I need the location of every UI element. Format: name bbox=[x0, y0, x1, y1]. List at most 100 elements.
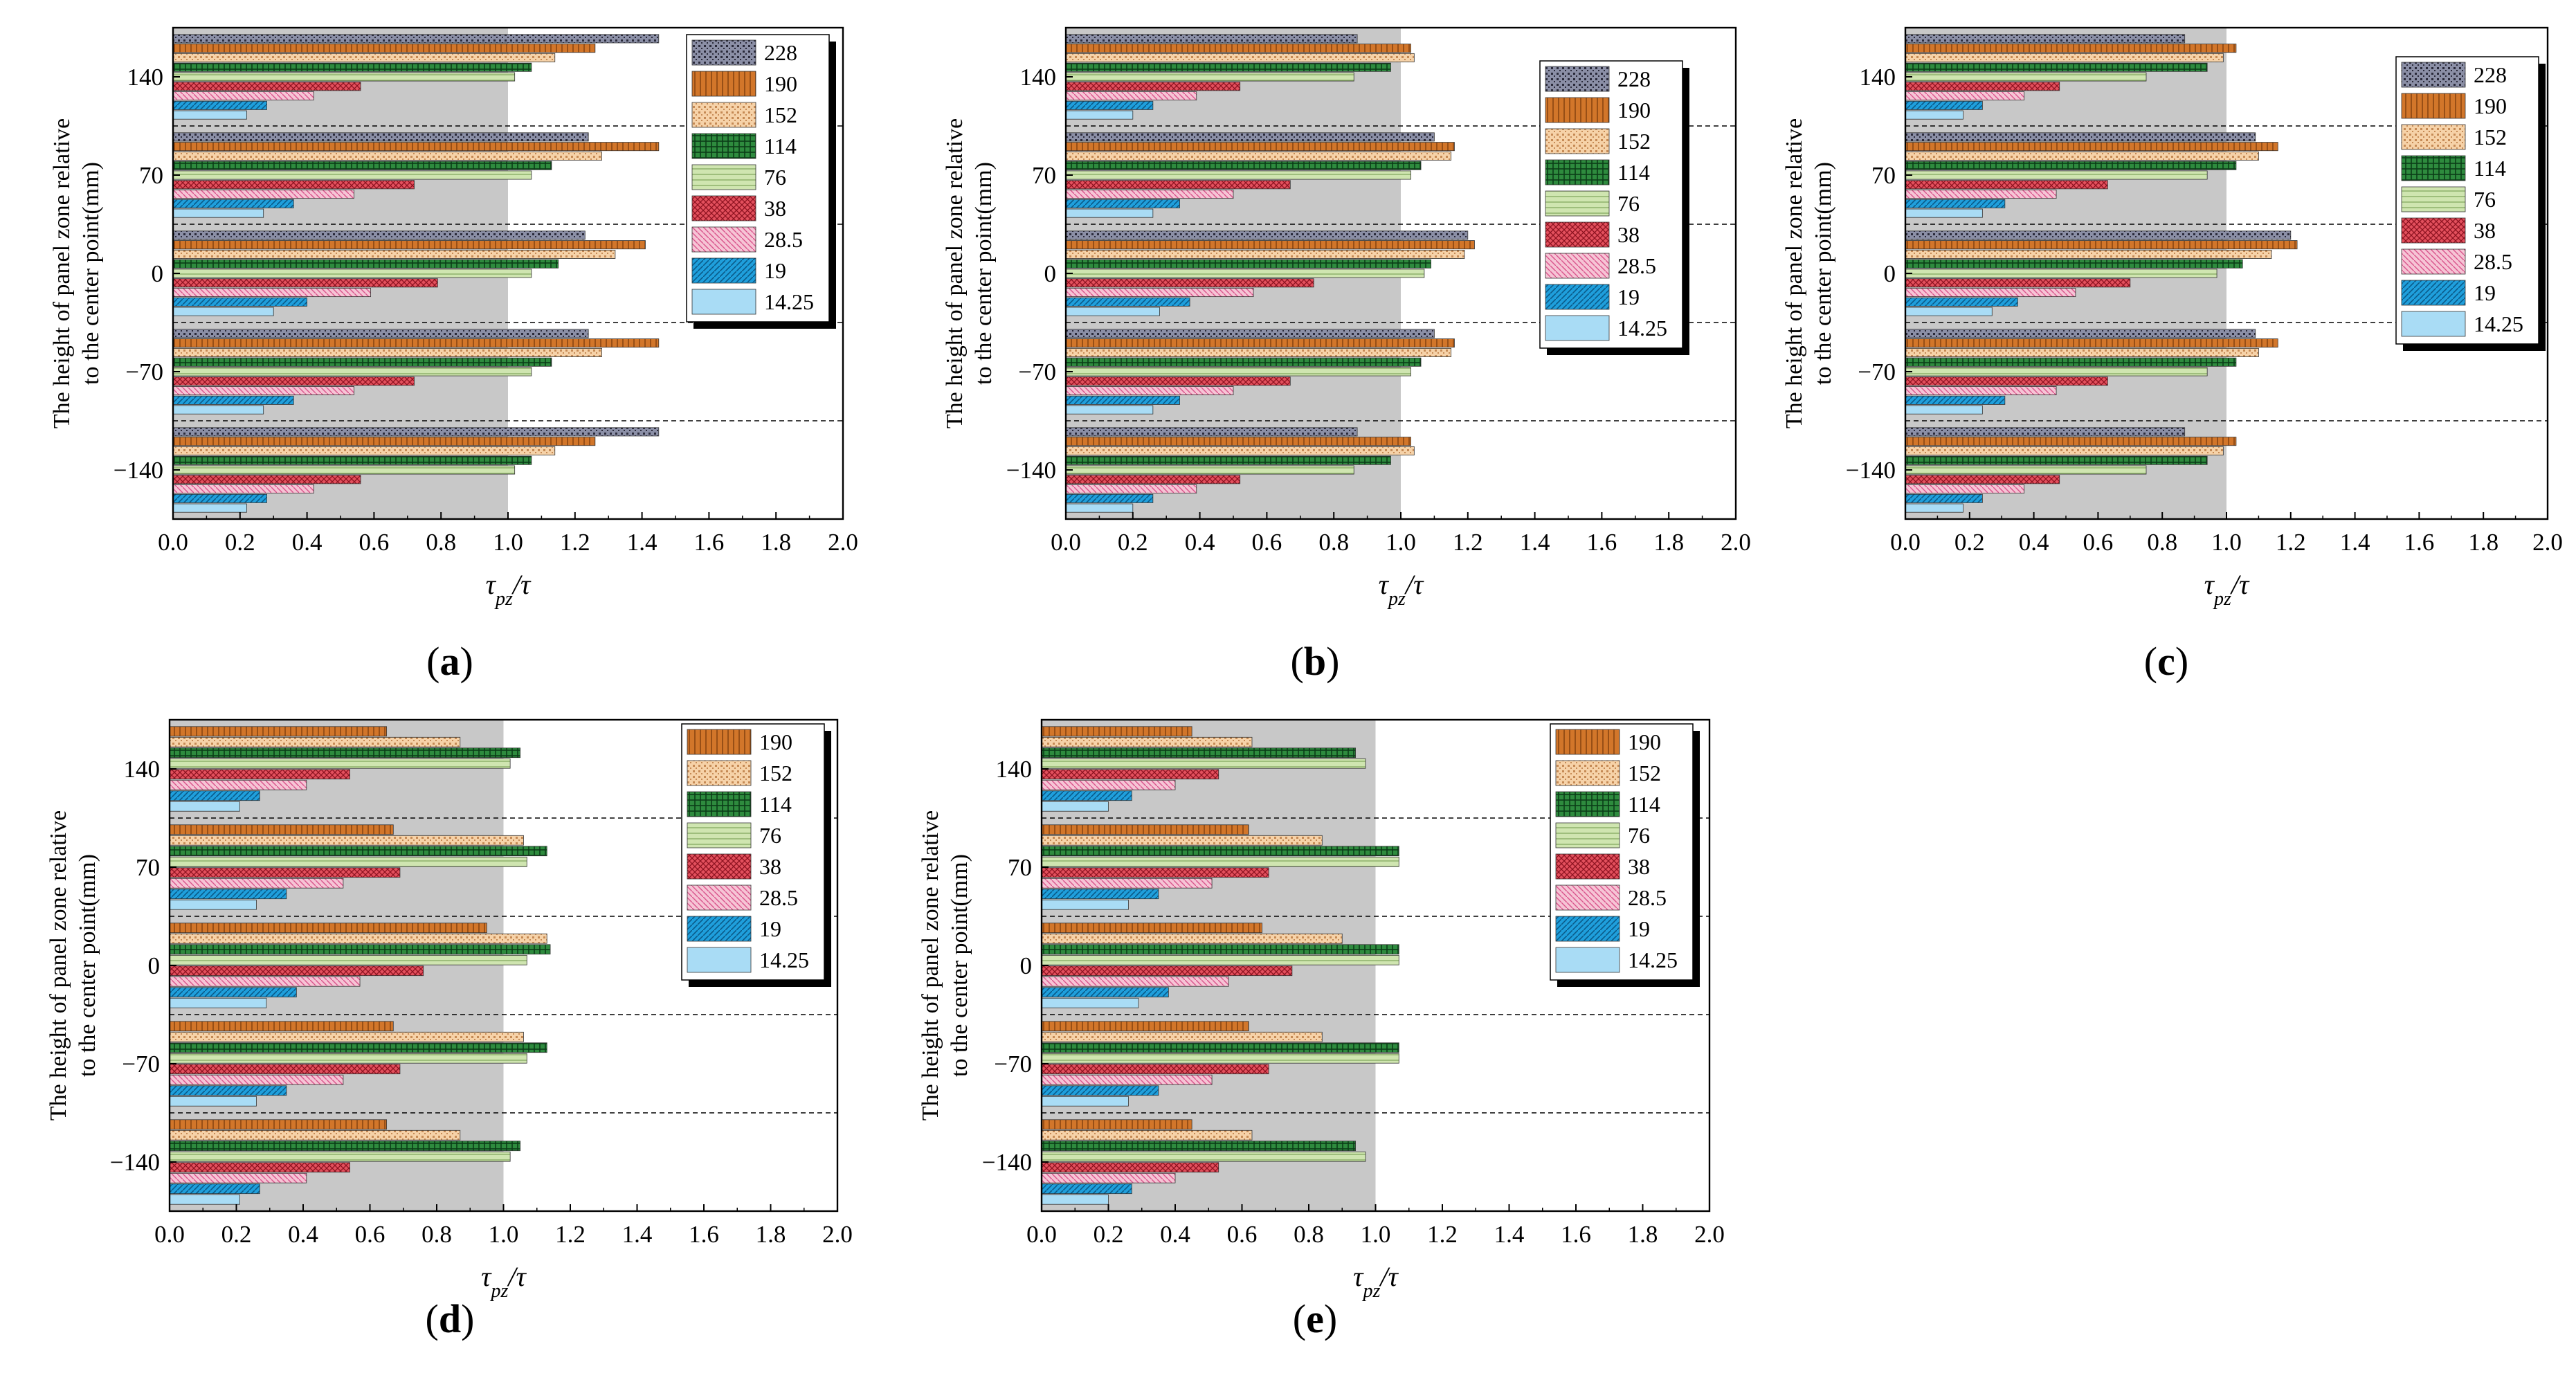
bar-114--70 bbox=[1905, 357, 2237, 367]
bar-28-5-70 bbox=[1065, 190, 1234, 199]
bar-19--140 bbox=[1065, 493, 1154, 503]
x-tick-label: 0.8 bbox=[2147, 529, 2177, 556]
bar-38-70 bbox=[1065, 180, 1291, 190]
bar-152--140 bbox=[172, 446, 556, 455]
bar-19-70 bbox=[1065, 199, 1180, 208]
legend-label-76: 76 bbox=[2474, 187, 2496, 212]
bar-76--140 bbox=[1041, 1151, 1366, 1162]
legend-swatch-190 bbox=[691, 71, 756, 97]
legend-label-76: 76 bbox=[1628, 823, 1650, 848]
bar-76-0 bbox=[172, 269, 532, 278]
y-tick-label: 140 bbox=[124, 756, 161, 783]
y-tick-label: −70 bbox=[1018, 358, 1056, 385]
bar-228-140 bbox=[172, 34, 660, 44]
y-tick-label: 140 bbox=[1020, 64, 1057, 91]
bar-114-70 bbox=[1065, 161, 1422, 170]
legend-label-19: 19 bbox=[2474, 280, 2496, 305]
bar-114--140 bbox=[169, 1141, 521, 1152]
bar-38-140 bbox=[1905, 82, 2060, 91]
x-tick-label: 1.2 bbox=[1453, 529, 1483, 556]
bar-152--140 bbox=[1065, 446, 1415, 455]
legend-swatch-228 bbox=[691, 39, 756, 66]
x-tick-label: 1.4 bbox=[2340, 529, 2370, 556]
bar-76--70 bbox=[1041, 1053, 1399, 1064]
legend-swatch-152 bbox=[2401, 124, 2466, 150]
bar-76--140 bbox=[1905, 465, 2147, 475]
bar-190-70 bbox=[1041, 824, 1249, 835]
x-tick-label: 0.6 bbox=[359, 529, 390, 556]
panel-label-a: (a) bbox=[426, 639, 473, 684]
bar-19-0 bbox=[1905, 297, 2018, 307]
bar-19-0 bbox=[172, 297, 308, 307]
bar-152--140 bbox=[1041, 1129, 1253, 1141]
bar-114-0 bbox=[169, 944, 551, 955]
bar-14-25--140 bbox=[1905, 503, 1963, 513]
x-tick-label: 0.0 bbox=[154, 1221, 185, 1248]
bar-152-70 bbox=[1905, 151, 2259, 161]
legend-label-38: 38 bbox=[759, 854, 781, 879]
x-tick-label: 0.0 bbox=[1890, 529, 1921, 556]
legend-swatch-28-5 bbox=[1555, 884, 1620, 911]
chart-panel-d: 140 70 0 −70 −140 0.0 0.2 0.4 0.6 0.8 1.0 1.2 1.4 1.6… bbox=[46, 718, 853, 1341]
legend-swatch-190 bbox=[1555, 729, 1620, 755]
y-tick-label: 70 bbox=[139, 162, 163, 189]
legend-swatch-76 bbox=[2401, 186, 2466, 212]
legend-label-152: 152 bbox=[1617, 129, 1651, 154]
x-tick-label: 1.4 bbox=[1520, 529, 1550, 556]
bar-190-140 bbox=[169, 726, 388, 737]
legend-label-228: 228 bbox=[1617, 66, 1651, 91]
legend-swatch-19 bbox=[1555, 916, 1620, 942]
bar-28-5-140 bbox=[169, 779, 307, 790]
bar-152--70 bbox=[169, 1031, 524, 1042]
bar-228-0 bbox=[1905, 230, 2292, 240]
legend-label-19: 19 bbox=[1617, 284, 1640, 309]
legend-label-228: 228 bbox=[764, 40, 797, 65]
bar-38-70 bbox=[1905, 180, 2108, 190]
legend-label-114: 114 bbox=[2474, 156, 2506, 181]
x-tick-label: 0.8 bbox=[426, 529, 456, 556]
y-tick-label: −140 bbox=[1006, 457, 1056, 484]
legend-label-38: 38 bbox=[1617, 222, 1640, 247]
x-tick-label: 2.0 bbox=[1694, 1221, 1725, 1248]
x-tick-label: 0.6 bbox=[1227, 1221, 1258, 1248]
bar-38--140 bbox=[169, 1162, 350, 1173]
bar-28-5--70 bbox=[1065, 386, 1234, 396]
y-axis-label: The height of panel zone relative to the … bbox=[918, 810, 972, 1120]
y-tick-label: −70 bbox=[122, 1051, 160, 1078]
x-tick-label: 0.4 bbox=[1160, 1221, 1190, 1248]
legend-label-76: 76 bbox=[1617, 191, 1640, 216]
legend-label-114: 114 bbox=[759, 792, 792, 817]
legend-label-38: 38 bbox=[1628, 854, 1650, 879]
x-axis-label: τpz/τ bbox=[1353, 1261, 1399, 1302]
bar-19-0 bbox=[169, 987, 297, 998]
x-tick-label: 1.2 bbox=[2276, 529, 2306, 556]
legend-swatch-76 bbox=[1545, 190, 1610, 217]
bar-190--140 bbox=[1041, 1119, 1192, 1130]
bar-152-140 bbox=[1905, 53, 2224, 62]
bar-114--140 bbox=[172, 455, 532, 465]
x-tick-label: 1.0 bbox=[1361, 1221, 1391, 1248]
bar-28-5-0 bbox=[1065, 288, 1254, 298]
bar-228--140 bbox=[1905, 427, 2186, 437]
chart-panel-a: 140 70 0 −70 −140 0.0 0.2 0.4 0.6 0.8 1.0 1.2 1.4 1.6… bbox=[49, 26, 858, 684]
bar-38-140 bbox=[169, 769, 350, 780]
legend-label-38: 38 bbox=[2474, 218, 2496, 243]
bar-228--140 bbox=[172, 427, 660, 437]
bar-19-0 bbox=[1041, 987, 1169, 998]
bar-76-140 bbox=[1065, 72, 1354, 82]
y-tick-label: 0 bbox=[1884, 260, 1896, 287]
bar-38--70 bbox=[169, 1064, 401, 1075]
panel-label-c: (c) bbox=[2144, 639, 2188, 684]
bar-190-140 bbox=[1065, 44, 1411, 53]
bar-14-25-0 bbox=[1905, 307, 1993, 316]
bar-14-25-70 bbox=[172, 208, 264, 218]
bar-76--70 bbox=[169, 1053, 527, 1064]
bar-28-5-70 bbox=[169, 878, 344, 889]
bar-190-70 bbox=[169, 824, 394, 835]
bar-190--70 bbox=[1905, 338, 2278, 348]
legend-swatch-14-25 bbox=[1545, 315, 1610, 341]
bar-19-140 bbox=[1905, 100, 1983, 110]
bar-14-25--140 bbox=[1065, 503, 1134, 513]
bar-14-25-140 bbox=[1065, 110, 1134, 120]
bar-152--140 bbox=[169, 1129, 461, 1141]
